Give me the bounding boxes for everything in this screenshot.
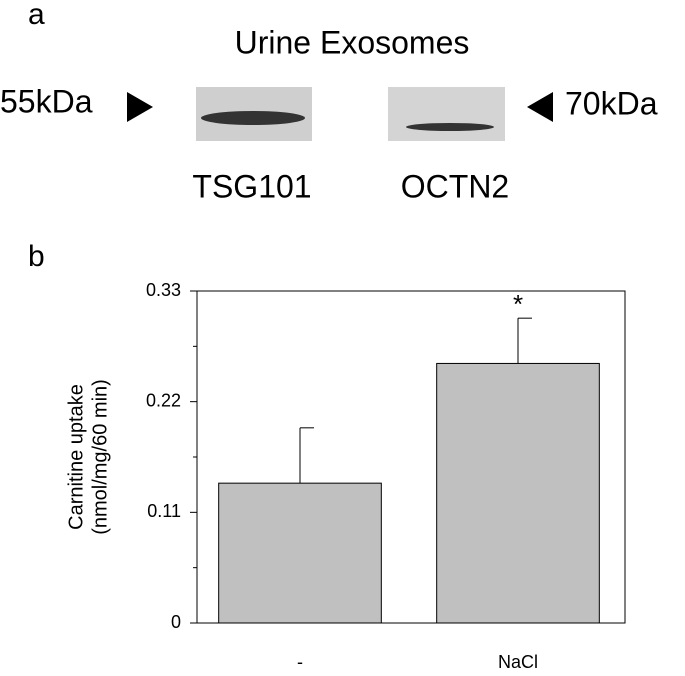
blot-band: [201, 111, 305, 125]
arrow: [527, 92, 553, 122]
y-axis-label: (nmol/mg/60 min): [89, 379, 111, 535]
blot-title: Urine Exosomes: [235, 24, 470, 60]
panel-label: b: [28, 240, 45, 273]
lane-label: TSG101: [192, 168, 311, 204]
blot: [388, 87, 505, 141]
x-tick-label: -: [297, 652, 303, 672]
significance: *: [513, 289, 523, 319]
y-tick-label: 0.33: [146, 280, 181, 300]
left-marker: 55kDa: [0, 83, 93, 119]
bar: [218, 482, 382, 624]
bar: [436, 362, 600, 624]
y-axis-label: Carnitine uptake: [65, 384, 87, 530]
y-tick-label: 0: [171, 612, 181, 632]
y-tick-label: 0.11: [147, 501, 181, 521]
blot-band: [406, 123, 494, 131]
y-tick-label: 0.22: [146, 390, 181, 410]
lane-label: OCTN2: [401, 168, 509, 204]
arrow: [127, 92, 153, 122]
panel-label: a: [28, 0, 45, 31]
x-tick-label: NaCl: [498, 652, 538, 672]
right-marker: 70kDa: [565, 85, 658, 121]
